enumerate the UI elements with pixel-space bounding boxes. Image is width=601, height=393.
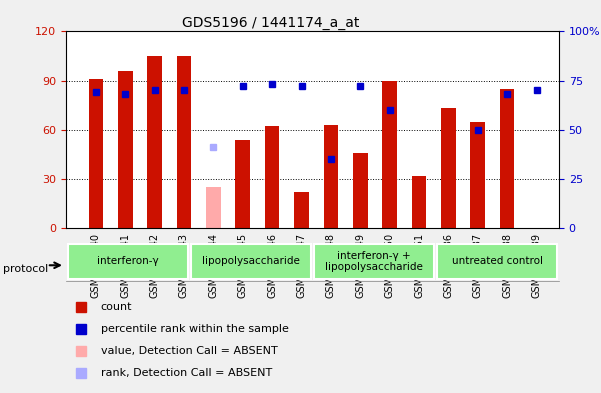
Bar (471, 121, 485, 228)
Bar (147, 56, 162, 228)
Bar (88, 79, 103, 228)
FancyBboxPatch shape (68, 244, 188, 279)
FancyBboxPatch shape (191, 244, 311, 279)
Bar (382, 81, 397, 228)
Text: count: count (100, 302, 132, 312)
Bar (353, 152, 368, 228)
Bar (118, 71, 133, 228)
Text: rank, Detection Call = ABSENT: rank, Detection Call = ABSENT (100, 368, 272, 378)
Text: percentile rank within the sample: percentile rank within the sample (100, 324, 288, 334)
Text: untreated control: untreated control (452, 256, 543, 266)
Text: GDS5196 / 1441174_a_at: GDS5196 / 1441174_a_at (182, 16, 359, 30)
Text: interferon-γ: interferon-γ (97, 256, 159, 266)
Bar (412, 176, 426, 228)
Bar (265, 127, 279, 228)
Bar (236, 140, 250, 228)
Bar (323, 125, 338, 228)
Text: protocol: protocol (3, 264, 48, 274)
Text: lipopolysaccharide: lipopolysaccharide (202, 256, 300, 266)
Text: value, Detection Call = ABSENT: value, Detection Call = ABSENT (100, 346, 277, 356)
Bar (206, 187, 221, 228)
Bar (294, 192, 309, 228)
Bar (500, 89, 514, 228)
Bar (441, 108, 456, 228)
Bar (177, 56, 191, 228)
FancyBboxPatch shape (314, 244, 434, 279)
Bar (206, 187, 221, 228)
Text: interferon-γ +
lipopolysaccharide: interferon-γ + lipopolysaccharide (325, 251, 423, 272)
FancyBboxPatch shape (438, 244, 557, 279)
